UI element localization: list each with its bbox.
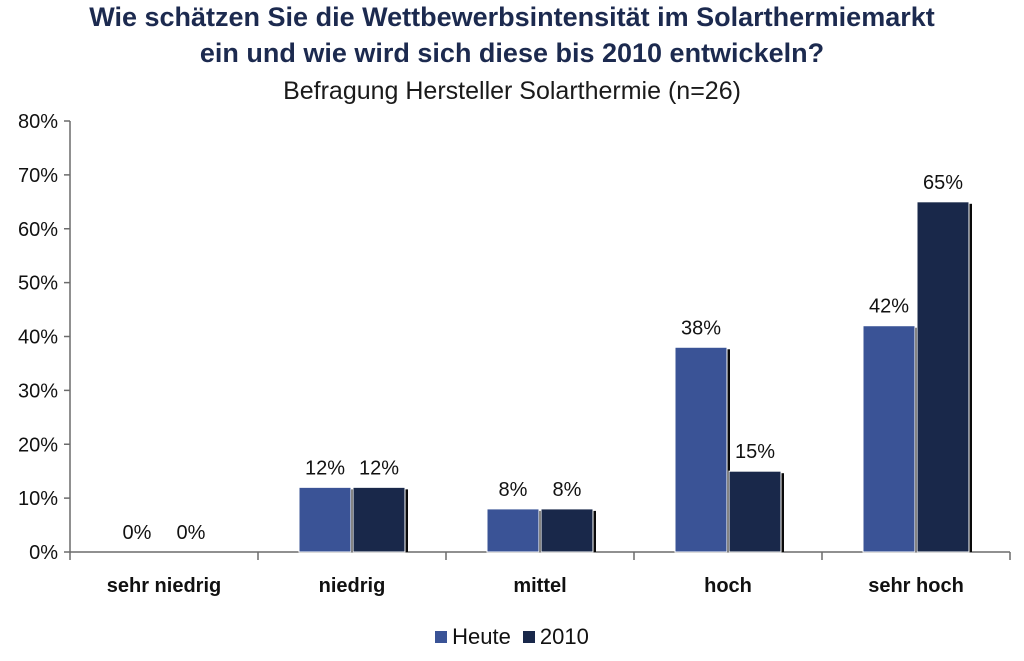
legend-swatch-heute bbox=[435, 631, 448, 643]
bar-heute bbox=[486, 508, 540, 553]
data-label-2010: 0% bbox=[177, 522, 206, 544]
y-tick-label: 10% bbox=[18, 488, 58, 510]
chart-title-line-2: ein und wie wird sich diese bis 2010 ent… bbox=[199, 38, 825, 68]
bar-2010 bbox=[916, 201, 970, 553]
y-tick-label: 80% bbox=[18, 111, 58, 133]
y-tick-label: 30% bbox=[18, 380, 58, 402]
x-tick-label: sehr niedrig bbox=[107, 575, 221, 597]
legend-swatch-2010 bbox=[522, 631, 535, 643]
data-label-2010: 15% bbox=[735, 441, 775, 463]
bar-2010 bbox=[352, 486, 406, 553]
legend-item-heute: Heute bbox=[435, 624, 511, 650]
y-tick-label: 60% bbox=[18, 219, 58, 241]
y-tick-label: 20% bbox=[18, 434, 58, 456]
legend-label-2010: 2010 bbox=[539, 624, 589, 649]
y-tick-label: 50% bbox=[18, 273, 58, 295]
data-label-heute: 38% bbox=[681, 317, 721, 339]
data-label-2010: 65% bbox=[923, 172, 963, 194]
y-tick-label: 70% bbox=[18, 165, 58, 187]
bar-2010 bbox=[540, 508, 594, 553]
legend-item-2010: 2010 bbox=[522, 624, 589, 650]
y-tick-label: 40% bbox=[18, 327, 58, 349]
y-tick-label: 0% bbox=[29, 542, 58, 564]
bar-heute bbox=[862, 325, 916, 553]
bar-heute bbox=[298, 486, 352, 553]
chart-subtitle: Befragung Hersteller Solarthermie (n=26) bbox=[283, 77, 741, 105]
x-tick-label: sehr hoch bbox=[868, 575, 964, 597]
legend: Heute 2010 bbox=[0, 624, 1024, 650]
data-label-2010: 12% bbox=[359, 457, 399, 479]
data-label-heute: 42% bbox=[869, 296, 909, 318]
chart-title-line-1: Wie schätzen Sie die Wettbewerbsintensit… bbox=[89, 2, 935, 32]
legend-label-heute: Heute bbox=[452, 624, 511, 649]
data-label-heute: 8% bbox=[499, 479, 528, 501]
x-tick-label: niedrig bbox=[319, 575, 386, 597]
data-label-2010: 8% bbox=[553, 479, 582, 501]
bar-heute bbox=[674, 346, 728, 553]
data-label-heute: 12% bbox=[305, 457, 345, 479]
x-tick-label: hoch bbox=[704, 575, 752, 597]
data-label-heute: 0% bbox=[123, 522, 152, 544]
bar-2010 bbox=[728, 470, 782, 553]
x-tick-label: mittel bbox=[513, 575, 566, 597]
